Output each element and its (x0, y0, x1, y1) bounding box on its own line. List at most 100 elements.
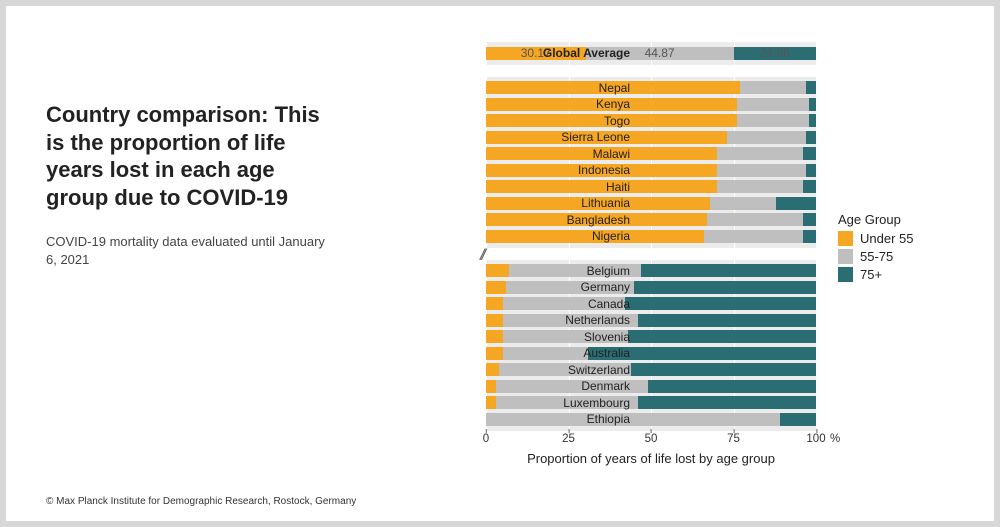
legend-title: Age Group (838, 212, 913, 227)
bar-segment (486, 330, 503, 343)
legend-item: Under 55 (838, 231, 913, 246)
bar-segment (486, 180, 717, 193)
row-label: Nigeria (592, 230, 630, 242)
bar-row (486, 363, 816, 376)
bar-segment (631, 363, 816, 376)
bar-segment (486, 363, 499, 376)
chart-panel (486, 260, 816, 431)
bar-segment (727, 131, 806, 144)
bar-segment (740, 81, 806, 94)
bar-segment (710, 197, 776, 210)
x-tick: 50 (645, 433, 658, 445)
row-label: Germany (581, 281, 630, 293)
x-axis: Proportion of years of life lost by age … (486, 433, 816, 463)
bar-segment (717, 147, 803, 160)
bar-row (486, 98, 816, 111)
bar-row (486, 147, 816, 160)
axis-break-icon: // (480, 247, 483, 265)
bar-segment (625, 297, 816, 310)
value-label: 44.87 (645, 46, 675, 60)
value-label: 24.96 (760, 46, 790, 60)
chart-title: Country comparison: This is the proporti… (46, 101, 336, 211)
row-label: Sierra Leone (561, 131, 630, 143)
bar-segment (803, 147, 816, 160)
row-label: Australia (583, 347, 630, 359)
bar-segment (503, 347, 589, 360)
bar-segment (809, 98, 816, 111)
bar-segment (803, 230, 816, 243)
legend-item: 55-75 (838, 249, 913, 264)
x-tick: 75 (727, 433, 740, 445)
bar-segment (809, 114, 816, 127)
row-label: Luxembourg (563, 397, 630, 409)
bar-segment (717, 164, 806, 177)
x-tick: 25 (562, 433, 575, 445)
row-label: Haiti (606, 181, 630, 193)
legend: Age Group Under 55 55-75 75+ (838, 212, 913, 285)
bar-segment (486, 314, 503, 327)
chart-panel (486, 77, 816, 248)
row-label: Lithuania (581, 197, 630, 209)
bar-row (486, 330, 816, 343)
bar-row (486, 297, 816, 310)
bar-row (486, 347, 816, 360)
row-label: Canada (588, 298, 630, 310)
bar-segment (641, 264, 816, 277)
bar-segment (776, 197, 816, 210)
row-label: Global Average (543, 47, 630, 59)
chart-area: 30.1744.8724.96 Proportion of years of l… (368, 42, 968, 482)
bar-row (486, 281, 816, 294)
bar-row (486, 213, 816, 226)
bar-segment (648, 380, 816, 393)
row-label: Kenya (596, 98, 630, 110)
row-label: Denmark (581, 380, 630, 392)
bar-segment (717, 180, 803, 193)
bar-segment (707, 213, 803, 226)
bar-row (486, 180, 816, 193)
legend-swatch (838, 249, 853, 264)
legend-label: 75+ (860, 267, 882, 282)
legend-swatch (838, 231, 853, 246)
bar-row (486, 396, 816, 409)
bar-segment (806, 81, 816, 94)
row-label: Belgium (587, 265, 630, 277)
bar-segment (803, 213, 816, 226)
bar-segment (704, 230, 803, 243)
bar-segment (780, 413, 816, 426)
legend-label: Under 55 (860, 231, 913, 246)
bar-row (486, 131, 816, 144)
bar-segment (486, 264, 509, 277)
bar-row (486, 413, 816, 426)
legend-label: 55-75 (860, 249, 893, 264)
row-label: Indonesia (578, 164, 630, 176)
row-label: Malawi (593, 148, 630, 160)
bar-segment (486, 347, 503, 360)
bar-segment (486, 413, 780, 426)
row-label: Ethiopia (587, 413, 630, 425)
bar-segment (486, 281, 506, 294)
legend-item: 75+ (838, 267, 913, 282)
bar-segment (737, 98, 810, 111)
left-column: Country comparison: This is the proporti… (46, 101, 336, 269)
legend-swatch (838, 267, 853, 282)
x-unit: % (830, 433, 840, 445)
row-label: Nepal (599, 82, 630, 94)
bar-row (486, 197, 816, 210)
bar-row (486, 164, 816, 177)
row-label: Togo (604, 115, 630, 127)
bar-segment (486, 380, 496, 393)
row-label: Netherlands (565, 314, 630, 326)
bar-segment (803, 180, 816, 193)
bar-row (486, 81, 816, 94)
bar-segment (806, 131, 816, 144)
figure-frame: Country comparison: This is the proporti… (6, 6, 994, 521)
row-label: Slovenia (584, 331, 630, 343)
bar-segment (634, 281, 816, 294)
x-tick: 0 (483, 433, 489, 445)
bar-segment (638, 314, 816, 327)
bar-segment (638, 396, 816, 409)
bar-row (486, 314, 816, 327)
x-axis-label: Proportion of years of life lost by age … (486, 451, 816, 466)
bar-segment (737, 114, 810, 127)
plot-region: 30.1744.8724.96 (486, 42, 816, 431)
